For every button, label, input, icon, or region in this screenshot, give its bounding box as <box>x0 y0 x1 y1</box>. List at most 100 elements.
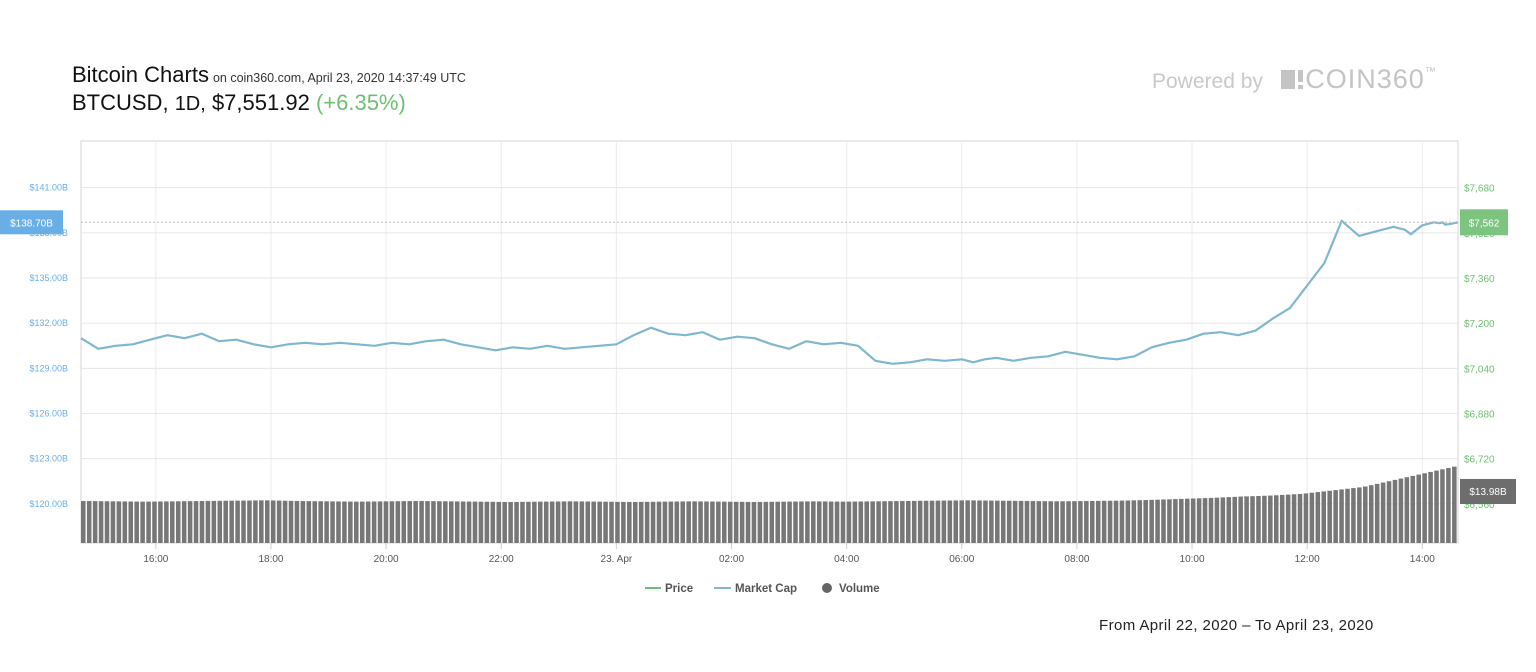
volume-bar <box>1220 497 1226 543</box>
volume-bar <box>977 500 982 543</box>
volume-bar <box>330 501 335 543</box>
volume-bar <box>1190 498 1196 543</box>
volume-bar <box>276 500 282 543</box>
volume-bar <box>395 501 401 543</box>
volume-badge-label: $13.98B <box>1469 487 1507 498</box>
x-tick-label: 20:00 <box>374 554 399 565</box>
volume-bar <box>443 501 448 543</box>
volume-bar <box>389 501 395 543</box>
volume-bar <box>354 501 359 543</box>
volume-bar <box>259 500 264 543</box>
right-y-tick-label: $6,560 <box>1464 500 1495 511</box>
volume-bar <box>549 501 555 543</box>
volume-bar <box>98 501 104 543</box>
market-cap-series[interactable] <box>80 219 1459 365</box>
volume-bar <box>846 501 852 543</box>
volume-bar <box>757 501 763 543</box>
volume-bar <box>745 501 751 543</box>
volume-bar <box>205 500 211 543</box>
volume-bar <box>1084 501 1089 543</box>
volume-bar <box>538 501 543 543</box>
volume-bar <box>1303 493 1309 543</box>
volume-bar <box>953 500 959 543</box>
volume-bar <box>365 501 371 543</box>
volume-bar <box>1351 488 1356 543</box>
volume-bar <box>294 500 300 543</box>
volume-bar <box>710 501 715 543</box>
x-tick-label: 14:00 <box>1410 554 1435 565</box>
volume-bar <box>1238 496 1243 543</box>
volume-bar <box>217 500 223 543</box>
volume-bar <box>787 501 792 543</box>
market-cap-line[interactable] <box>80 219 1459 365</box>
volume-bar <box>1380 482 1386 543</box>
volume-bar <box>164 501 169 543</box>
volume-bar <box>591 501 596 543</box>
volume-bar <box>1030 501 1036 543</box>
x-tick-label: 12:00 <box>1295 554 1320 565</box>
volume-bar <box>882 501 887 543</box>
x-tick-label: 22:00 <box>489 554 514 565</box>
volume-bar <box>828 501 834 543</box>
volume-bar <box>722 501 727 543</box>
volume-bar <box>621 501 626 543</box>
volume-bar <box>959 500 964 543</box>
volume-bar <box>526 501 531 543</box>
volume-bar <box>1374 483 1380 543</box>
volume-bar <box>318 501 323 543</box>
volume-bar <box>300 501 306 543</box>
volume-bar <box>1285 494 1291 543</box>
volume-bar <box>811 501 816 543</box>
volume-bar <box>407 501 412 543</box>
volume-bar <box>448 501 454 543</box>
left-y-tick-label: $123.00B <box>29 454 68 464</box>
volume-bar <box>472 501 478 543</box>
volume-bar <box>1018 500 1024 543</box>
volume-bar <box>935 500 941 543</box>
volume-bar <box>888 501 893 543</box>
volume-bar <box>1392 479 1398 543</box>
volume-bar <box>555 501 561 543</box>
powered-by-brand[interactable]: Powered by COIN360™ <box>1152 64 1437 95</box>
volume-bar <box>253 500 258 543</box>
volume-bar <box>656 501 662 543</box>
volume-bar <box>1291 494 1297 543</box>
volume-bar <box>609 501 614 543</box>
volume-bar <box>579 501 585 543</box>
coin360-logo: COIN360™ <box>1280 64 1437 94</box>
chart-legend[interactable]: Price Market Cap Volume <box>645 583 880 595</box>
volume-bar <box>514 501 519 543</box>
legend-volume-label: Volume <box>839 583 880 595</box>
volume-bar <box>1066 501 1071 543</box>
volume-bar <box>763 501 769 543</box>
left-y-tick-label: $126.00B <box>29 409 68 419</box>
volume-bar <box>733 501 739 543</box>
price-badge <box>1460 209 1508 236</box>
volume-bar <box>502 501 507 543</box>
volume-bar <box>816 501 822 543</box>
left-y-tick-label: $141.00B <box>29 183 68 193</box>
x-tick-label: 02:00 <box>719 554 744 565</box>
volume-bar <box>1161 499 1166 543</box>
volume-bar <box>1250 496 1255 543</box>
volume-bar <box>122 501 128 543</box>
volume-bar <box>1410 475 1416 543</box>
volume-bar <box>1167 499 1172 543</box>
volume-bar <box>1054 501 1059 543</box>
volume-bar <box>1416 474 1421 543</box>
volume-bar <box>288 500 294 543</box>
volume-bar <box>615 501 620 543</box>
volume-bar <box>437 501 442 543</box>
volume-bar <box>876 501 881 543</box>
volume-bar <box>585 501 591 543</box>
volume-bar <box>662 501 668 543</box>
volume-bar <box>1012 500 1018 543</box>
volume-bar <box>739 501 745 543</box>
volume-bar <box>1297 493 1303 543</box>
volume-bar <box>1440 469 1445 543</box>
volume-bar <box>146 501 151 543</box>
volume-bar <box>650 501 656 543</box>
current-value-badges: $138.70B $7,562 $13.98B <box>0 209 1516 504</box>
volume-bar <box>312 501 318 543</box>
